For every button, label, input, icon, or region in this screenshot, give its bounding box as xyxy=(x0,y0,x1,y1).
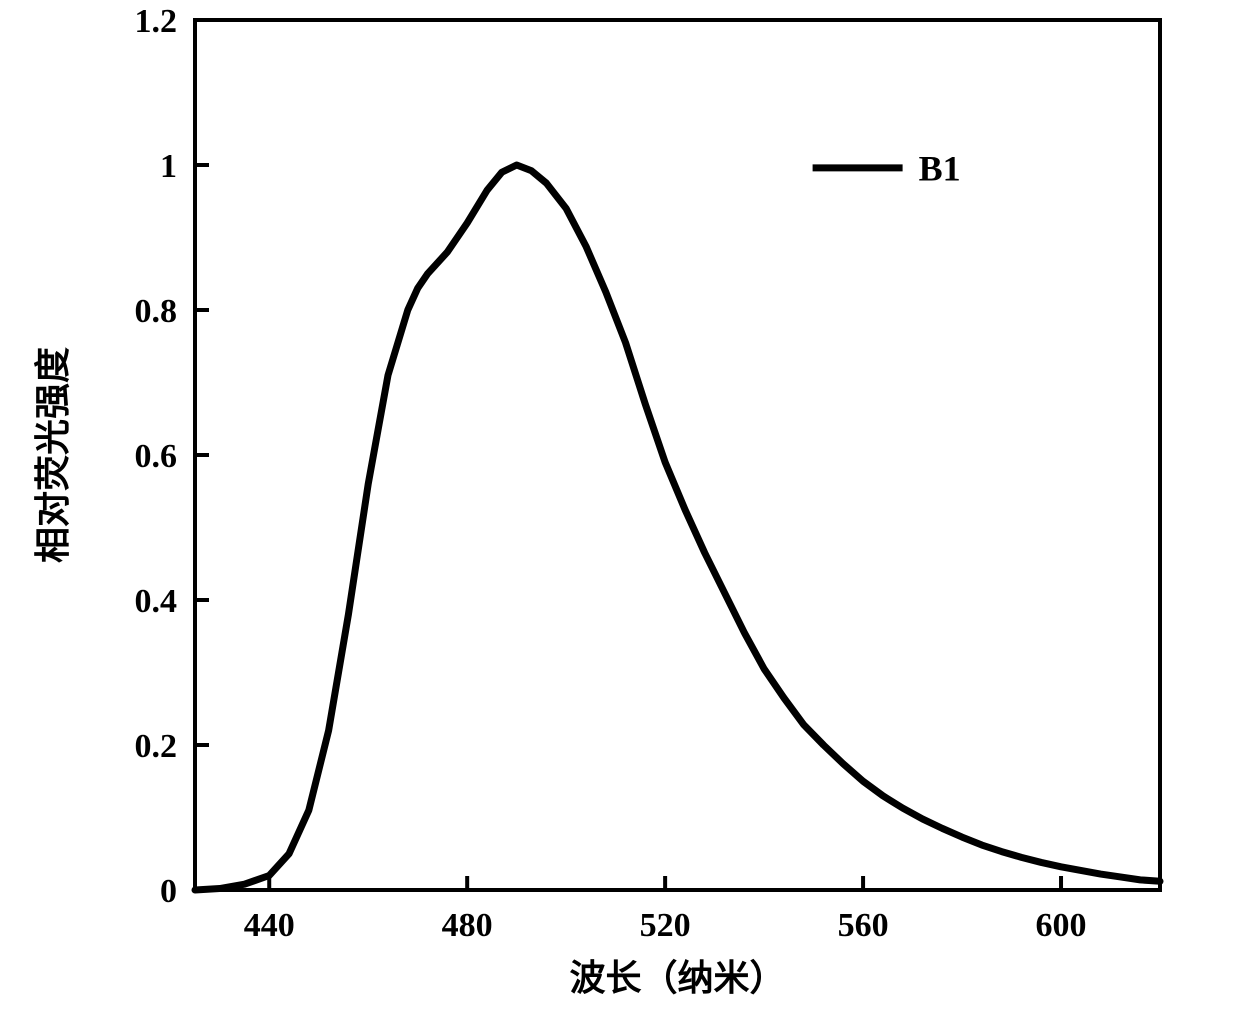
x-axis-label: 波长（纳米） xyxy=(569,958,785,998)
y-axis-label: 相对荧光强度 xyxy=(33,347,73,563)
y-tick-label: 0.4 xyxy=(135,583,178,620)
y-tick-label: 1 xyxy=(160,148,177,185)
x-tick-label: 440 xyxy=(244,907,295,944)
x-tick-label: 600 xyxy=(1036,907,1087,944)
chart-svg: 440 480 520 560 600 0 0.2 0.4 0.6 0.8 1 1.2 波长（纳米） 相对… xyxy=(0,0,1240,1036)
y-tick-label: 0.8 xyxy=(135,293,178,330)
legend-label: B1 xyxy=(919,149,961,189)
y-tick-label: 1.2 xyxy=(135,3,178,40)
x-tick-label: 560 xyxy=(838,907,889,944)
chart-background xyxy=(0,0,1240,1036)
fluorescence-spectrum-chart: 440 480 520 560 600 0 0.2 0.4 0.6 0.8 1 1.2 波长（纳米） 相对… xyxy=(0,0,1240,1036)
x-tick-label: 520 xyxy=(640,907,691,944)
y-tick-label: 0 xyxy=(160,873,177,910)
y-tick-label: 0.2 xyxy=(135,728,178,765)
y-tick-label: 0.6 xyxy=(135,438,178,475)
x-tick-label: 480 xyxy=(442,907,493,944)
